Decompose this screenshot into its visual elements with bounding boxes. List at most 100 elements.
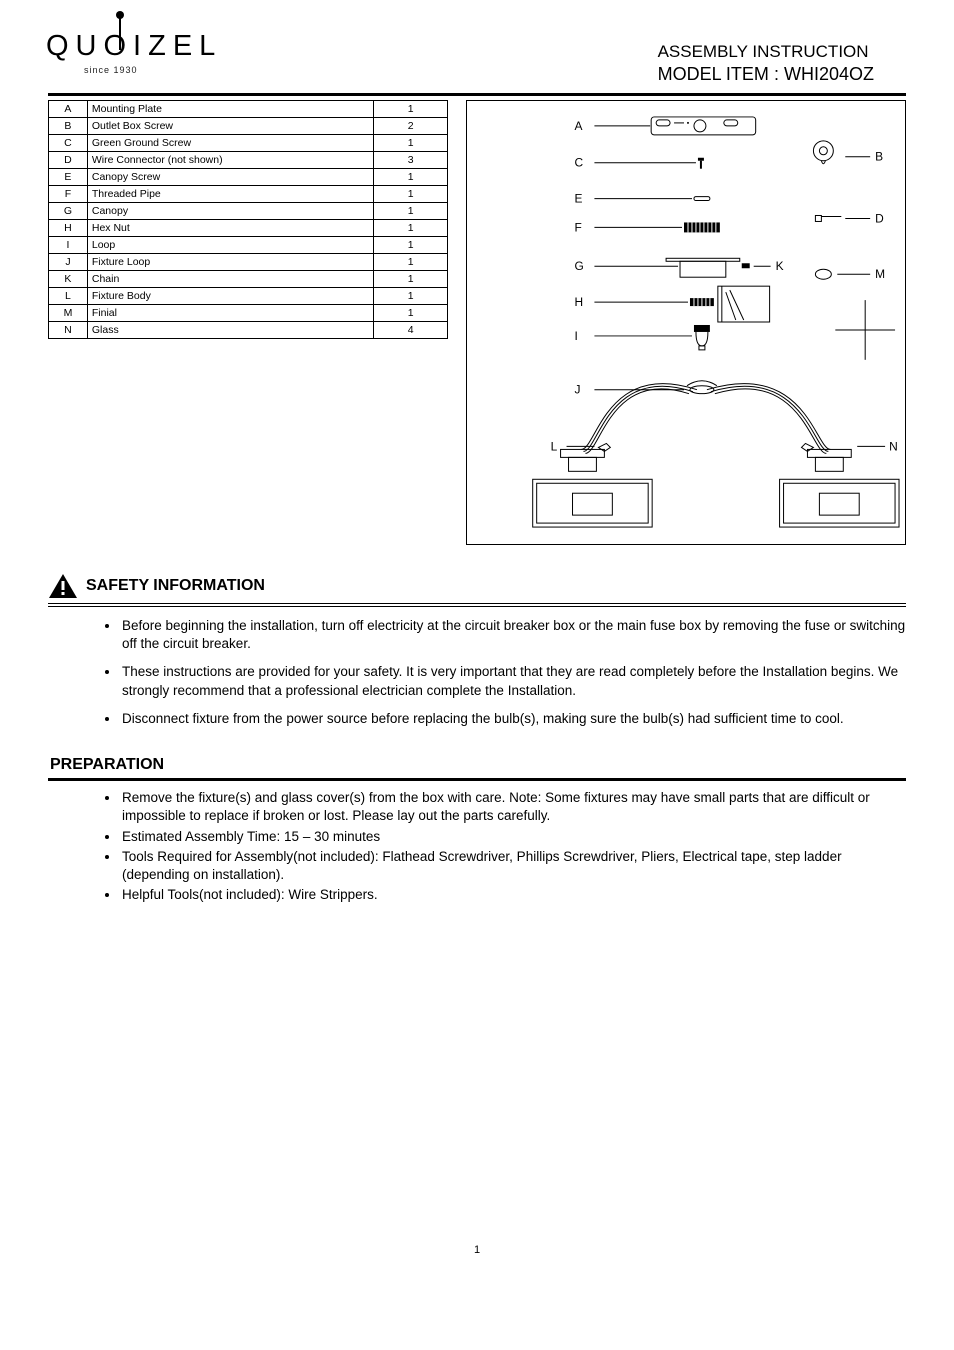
label-d: D xyxy=(875,211,884,225)
label-m: M xyxy=(875,267,885,281)
cross-line xyxy=(835,300,895,360)
part-h-icon: H xyxy=(575,295,714,309)
prep-list: Remove the fixture(s) and glass cover(s)… xyxy=(48,789,906,904)
part-id: A xyxy=(49,101,88,118)
part-id: H xyxy=(49,220,88,237)
label-b: B xyxy=(875,150,883,164)
part-desc: Loop xyxy=(87,237,373,254)
list-item: These instructions are provided for your… xyxy=(120,663,906,699)
part-id: I xyxy=(49,237,88,254)
label-h: H xyxy=(575,295,584,309)
part-desc: Fixture Loop xyxy=(87,254,373,271)
part-desc: Mounting Plate xyxy=(87,101,373,118)
divider-thick xyxy=(48,93,906,96)
part-id: D xyxy=(49,152,88,169)
part-id: B xyxy=(49,118,88,135)
part-e-icon: E xyxy=(575,192,710,206)
warning-icon xyxy=(48,573,78,599)
table-row: ILoop1 xyxy=(49,237,448,254)
part-m-icon: M xyxy=(815,267,885,281)
brand-name: QUOIZEL xyxy=(46,30,222,63)
part-d-icon: D xyxy=(815,211,884,225)
part-qty: 2 xyxy=(374,118,448,135)
part-qty: 1 xyxy=(374,254,448,271)
label-f: F xyxy=(575,220,582,234)
table-row: MFinial1 xyxy=(49,305,448,322)
part-id: L xyxy=(49,288,88,305)
part-desc: Glass xyxy=(87,322,373,339)
part-id: M xyxy=(49,305,88,322)
table-row: BOutlet Box Screw2 xyxy=(49,118,448,135)
diagram-svg: A B C xyxy=(467,101,905,544)
label-e: E xyxy=(575,192,583,206)
table-row: DWire Connector (not shown)3 xyxy=(49,152,448,169)
brand-arrow xyxy=(119,14,121,50)
model-line: MODEL ITEM : WHI204OZ xyxy=(658,64,874,85)
part-desc: Canopy Screw xyxy=(87,169,373,186)
part-desc: Wire Connector (not shown) xyxy=(87,152,373,169)
divider xyxy=(48,606,906,607)
label-n: N xyxy=(889,439,898,453)
fixture-body xyxy=(533,286,899,527)
brand-subtitle: since 1930 xyxy=(84,65,258,75)
model-label: MODEL ITEM xyxy=(658,64,769,84)
brand-text: QUOIZEL xyxy=(46,30,222,62)
list-item: Disconnect fixture from the power source… xyxy=(120,710,906,728)
part-k-icon: K xyxy=(742,259,784,273)
doc-title: ASSEMBLY INSTRUCTION xyxy=(658,42,874,62)
part-desc: Canopy xyxy=(87,203,373,220)
part-qty: 1 xyxy=(374,101,448,118)
part-desc: Threaded Pipe xyxy=(87,186,373,203)
table-row: ECanopy Screw1 xyxy=(49,169,448,186)
prep-title: PREPARATION xyxy=(50,756,906,774)
list-item: Estimated Assembly Time: 15 – 30 minutes xyxy=(120,828,906,846)
part-qty: 1 xyxy=(374,288,448,305)
table-row: NGlass4 xyxy=(49,322,448,339)
model-value: WHI204OZ xyxy=(784,64,874,84)
list-item: Remove the fixture(s) and glass cover(s)… xyxy=(120,789,906,825)
part-i-icon: I xyxy=(575,325,710,350)
part-b-icon: B xyxy=(813,141,883,164)
part-qty: 3 xyxy=(374,152,448,169)
part-qty: 1 xyxy=(374,169,448,186)
table-row: JFixture Loop1 xyxy=(49,254,448,271)
list-item: Tools Required for Assembly(not included… xyxy=(120,848,906,884)
part-qty: 1 xyxy=(374,186,448,203)
part-id: F xyxy=(49,186,88,203)
part-desc: Outlet Box Screw xyxy=(87,118,373,135)
brand-logo: QUOIZEL since 1930 xyxy=(48,30,258,75)
part-qty: 1 xyxy=(374,305,448,322)
divider xyxy=(48,603,906,604)
divider-thick xyxy=(48,778,906,781)
part-qty: 1 xyxy=(374,237,448,254)
diagram: A B C xyxy=(466,100,906,545)
parts-table: AMounting Plate1BOutlet Box Screw2CGreen… xyxy=(48,100,448,339)
part-f-icon: F xyxy=(575,220,720,234)
label-l: L xyxy=(551,439,558,453)
parts-list: AMounting Plate1BOutlet Box Screw2CGreen… xyxy=(48,100,448,339)
part-id: G xyxy=(49,203,88,220)
label-k: K xyxy=(776,259,784,273)
part-id: C xyxy=(49,135,88,152)
label-g: G xyxy=(575,259,584,273)
part-desc: Fixture Body xyxy=(87,288,373,305)
header-right: ASSEMBLY INSTRUCTION MODEL ITEM : WHI204… xyxy=(658,42,874,85)
part-qty: 1 xyxy=(374,203,448,220)
header: QUOIZEL since 1930 ASSEMBLY INSTRUCTION … xyxy=(48,30,906,85)
part-a-icon: A xyxy=(575,117,756,135)
safety-header: SAFETY INFORMATION xyxy=(48,573,906,599)
page-number: 1 xyxy=(48,1244,906,1256)
part-qty: 4 xyxy=(374,322,448,339)
part-g-icon: G xyxy=(575,258,740,277)
table-row: GCanopy1 xyxy=(49,203,448,220)
label-n-group: N xyxy=(857,439,897,453)
part-id: N xyxy=(49,322,88,339)
part-desc: Chain xyxy=(87,271,373,288)
list-item: Helpful Tools(not included): Wire Stripp… xyxy=(120,886,906,904)
label-a: A xyxy=(575,119,583,133)
table-row: LFixture Body1 xyxy=(49,288,448,305)
table-row: HHex Nut1 xyxy=(49,220,448,237)
safety-title: SAFETY INFORMATION xyxy=(86,577,265,595)
table-row: CGreen Ground Screw1 xyxy=(49,135,448,152)
list-item: Before beginning the installation, turn … xyxy=(120,617,906,653)
